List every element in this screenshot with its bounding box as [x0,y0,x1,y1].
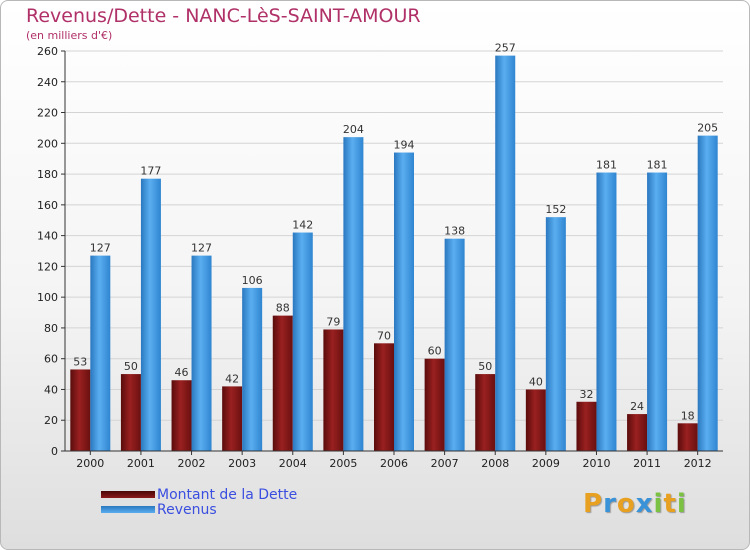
logo-letter: x [635,489,654,519]
bar-debt [525,389,546,451]
logo-letter: r [603,489,617,519]
bar-debt [120,374,141,451]
legend-swatch-debt [101,491,155,498]
bar-revenus [343,137,364,451]
y-tick-label: 260 [37,45,58,58]
y-tick-label: 100 [37,291,58,304]
data-label: 181 [647,159,668,172]
x-tick-label: 2003 [228,457,256,470]
y-tick-label: 60 [44,353,58,366]
data-label: 142 [292,219,313,232]
y-tick-label: 200 [37,137,58,150]
x-tick-label: 2005 [329,457,357,470]
data-label: 177 [140,165,161,178]
data-label: 88 [276,302,290,315]
data-label: 138 [444,225,465,238]
x-tick-label: 2012 [684,457,712,470]
data-label: 194 [394,139,415,152]
data-label: 127 [191,242,212,255]
x-tick-label: 2010 [582,457,610,470]
y-tick-label: 120 [37,260,58,273]
bar-debt [677,423,698,451]
bar-revenus [242,287,263,451]
legend-label-revenus: Revenus [157,501,217,518]
data-label: 40 [529,375,543,388]
x-tick-label: 2002 [178,457,206,470]
bar-revenus [191,255,212,451]
legend-swatch-revenus [101,506,155,513]
bar-revenus [90,255,111,451]
x-tick-label: 2009 [532,457,560,470]
data-label: 127 [90,242,111,255]
x-tick-label: 2004 [279,457,307,470]
bar-revenus [647,172,668,452]
data-label: 32 [579,388,593,401]
data-label: 60 [428,345,442,358]
bar-revenus [545,217,566,451]
legend-item-debt: Montant de la Dette [101,486,298,503]
y-tick-label: 180 [37,168,58,181]
x-tick-label: 2000 [76,457,104,470]
logo-letter: i [676,489,687,519]
data-label: 152 [545,203,566,216]
logo-letter: P [583,489,604,519]
bar-revenus [140,178,161,451]
proxiti-logo: Proxiti [583,489,687,519]
bar-debt [323,329,344,451]
data-label: 24 [630,400,644,413]
y-tick-label: 160 [37,199,58,212]
data-label: 70 [377,329,391,342]
bar-revenus [697,135,718,451]
bar-revenus [444,238,465,451]
data-label: 50 [124,360,138,373]
data-label: 42 [225,372,239,385]
bar-revenus [596,172,617,452]
legend: Montant de la Dette Revenus [101,486,298,518]
bar-debt [475,374,496,451]
data-label: 181 [596,159,617,172]
x-tick-label: 2007 [431,457,459,470]
y-tick-label: 80 [44,322,58,335]
chart-subtitle: (en milliers d'€) [26,29,113,42]
x-tick-label: 2001 [127,457,155,470]
y-tick-label: 140 [37,230,58,243]
data-label: 205 [697,122,718,135]
bar-revenus [495,55,516,451]
bar-debt [627,414,648,451]
x-tick-label: 2008 [481,457,509,470]
legend-item-revenus: Revenus [101,501,297,518]
legend-label-debt: Montant de la Dette [157,486,298,503]
chart-title: Revenus/Dette - NANC-LèS-SAINT-AMOUR [26,5,421,27]
y-tick-label: 40 [44,383,58,396]
y-tick-label: 240 [37,76,58,89]
bar-debt [222,386,243,451]
bar-debt [374,343,394,451]
data-label: 79 [326,315,340,328]
data-label: 46 [175,366,189,379]
y-tick-label: 220 [37,107,58,120]
bar-debt [272,315,293,451]
bar-debt [424,358,445,451]
data-label: 106 [242,274,263,287]
data-label: 18 [681,409,695,422]
logo-letter: i [653,489,664,519]
bar-revenus [292,232,313,451]
data-label: 257 [495,42,516,55]
data-label: 50 [478,360,492,373]
logo-letter: o [616,489,636,519]
bar-revenus [394,152,414,452]
x-tick-label: 2006 [380,457,408,470]
data-label: 53 [73,355,87,368]
bar-debt [576,401,597,451]
bar-debt [171,380,192,451]
y-tick-label: 20 [44,414,58,427]
y-tick-label: 0 [51,445,58,458]
x-tick-label: 2011 [633,457,661,470]
data-label: 204 [343,123,364,136]
bar-debt [70,369,91,451]
logo-letter: t [663,489,677,519]
